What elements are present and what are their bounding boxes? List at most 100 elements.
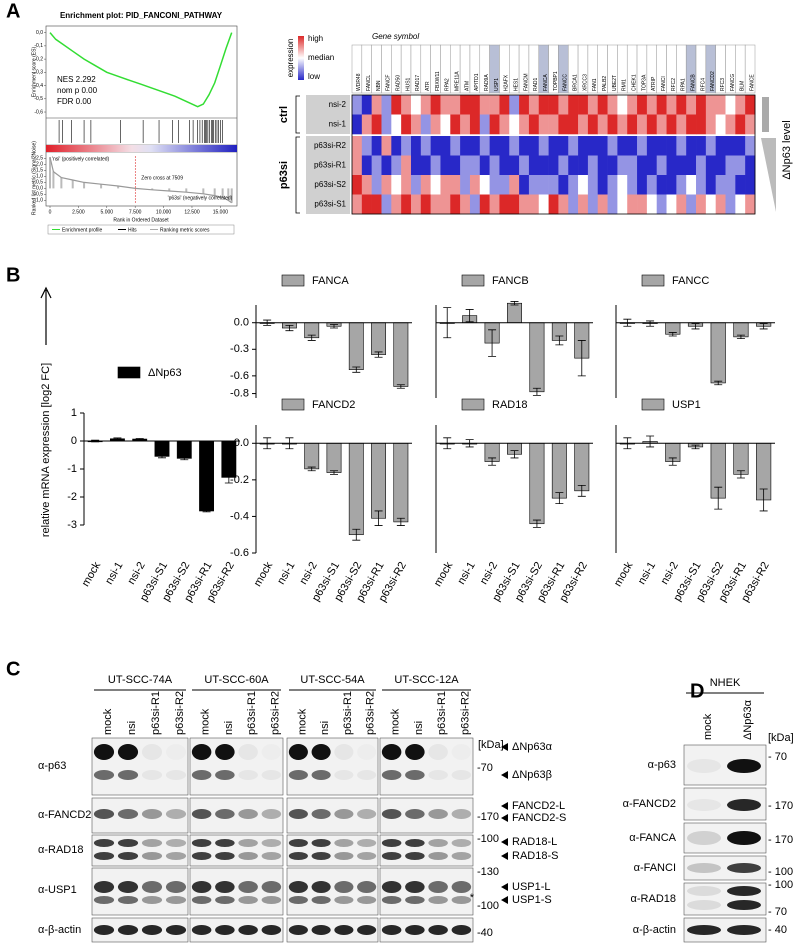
antibody-label: α-USP1 xyxy=(38,884,77,896)
error-bar xyxy=(113,437,122,440)
y-tick-label: -0,6 xyxy=(34,109,43,115)
blot-band xyxy=(117,925,139,935)
error-bar xyxy=(714,486,723,510)
y-tick-label: -1 xyxy=(67,463,77,475)
legend-label: Ranking metric scores xyxy=(160,227,210,233)
gene-label: CHEK1 xyxy=(631,74,637,91)
heat-cell xyxy=(745,175,756,195)
heat-cell xyxy=(735,175,746,195)
blot-band xyxy=(191,809,212,819)
panel-letter: D xyxy=(690,680,704,702)
band-label: RAD18-L xyxy=(512,836,557,848)
heat-cell xyxy=(676,155,687,176)
blot-band xyxy=(357,925,377,935)
blot-band xyxy=(165,852,187,860)
heat-cell xyxy=(686,136,697,156)
heat-cell xyxy=(597,95,608,115)
asterisk: * xyxy=(470,892,475,904)
heat-cell xyxy=(617,175,628,195)
error-bar xyxy=(396,517,405,526)
gene-label: RAD17 xyxy=(415,75,421,91)
heat-cell xyxy=(558,175,569,195)
heat-cell xyxy=(361,175,372,195)
heat-cell xyxy=(666,175,677,195)
heat-cell xyxy=(440,136,451,156)
heat-cell xyxy=(509,95,520,115)
gene-label: H2AFX xyxy=(504,74,510,91)
marker-label: -70 xyxy=(477,762,493,774)
blot-band xyxy=(428,809,448,819)
blot-band xyxy=(261,925,282,935)
blot-band xyxy=(357,809,377,819)
heat-cell xyxy=(391,194,402,215)
error-bar xyxy=(714,380,723,386)
heat-cell xyxy=(548,175,559,195)
heat-cell xyxy=(352,175,363,195)
heat-cell xyxy=(607,194,618,215)
heat-cell xyxy=(538,114,549,135)
blot-band xyxy=(687,863,721,873)
cell-line-label: UT-SCC-12A xyxy=(394,674,459,686)
bar xyxy=(371,442,387,519)
gene-label: APITD1 xyxy=(474,73,480,91)
heat-cell xyxy=(568,95,579,115)
heat-cell xyxy=(578,194,589,215)
heat-cell xyxy=(627,194,638,215)
band-arrow xyxy=(501,896,508,904)
unit-label: [kDa] xyxy=(478,739,504,751)
heat-cell xyxy=(627,95,638,115)
level-triangle xyxy=(761,138,776,212)
heat-cell xyxy=(519,155,530,176)
blot-band xyxy=(238,925,258,935)
blot-band xyxy=(381,925,402,935)
band-arrow xyxy=(501,852,508,860)
y-tick-label: -0.6 xyxy=(230,547,249,559)
marker-label: - 70 xyxy=(768,906,787,918)
lane-label: p63si-R2 xyxy=(365,691,377,735)
heat-cell xyxy=(745,194,756,215)
y-tick-label: 0,0 xyxy=(36,30,43,36)
legend-label: USP1 xyxy=(672,399,701,411)
blot-band xyxy=(238,744,258,760)
heat-cell xyxy=(676,95,687,115)
bar xyxy=(326,442,342,473)
heat-cell xyxy=(460,175,471,195)
blot-band xyxy=(357,770,377,780)
y-tick-label: 0 xyxy=(71,435,77,447)
gene-label: FANCD2 xyxy=(710,71,716,91)
x-tick-label: nsi-1 xyxy=(636,560,658,587)
blot-band xyxy=(405,809,425,819)
x-tick-label: 15.000 xyxy=(213,209,229,215)
heat-cell xyxy=(528,114,540,135)
heat-cell xyxy=(381,114,392,135)
heat-cell xyxy=(509,194,520,215)
lane-label: mock xyxy=(702,713,714,740)
heat-cell xyxy=(715,95,726,115)
band-label: FANCD2-S xyxy=(512,812,566,824)
gene-label: RAD1 xyxy=(533,77,539,91)
blot-band xyxy=(215,881,235,893)
heat-cell xyxy=(371,155,382,176)
blot-band xyxy=(687,831,721,845)
heat-cell xyxy=(696,194,707,215)
heat-cell xyxy=(371,175,382,195)
heat-cell xyxy=(725,95,736,115)
column-title: Gene symbol xyxy=(372,32,419,41)
x-tick-label: 0 xyxy=(49,209,52,215)
heat-cell xyxy=(735,194,746,215)
heat-cell xyxy=(381,136,392,156)
heat-cell xyxy=(666,136,677,156)
row-label-box xyxy=(306,155,350,175)
y-tick-label: -0.2 xyxy=(230,474,249,486)
heat-cell xyxy=(676,136,687,156)
error-bar xyxy=(307,466,316,472)
heat-cell xyxy=(587,194,599,215)
y-tick-label: -0,5 xyxy=(34,96,43,102)
blot-band xyxy=(215,809,235,819)
heat-cell xyxy=(696,114,707,135)
blot-band xyxy=(405,896,425,904)
heat-cell xyxy=(676,114,687,135)
error-bar xyxy=(330,470,338,475)
heat-cell xyxy=(391,95,402,115)
annotation: Zero cross at 7509 xyxy=(141,175,183,181)
